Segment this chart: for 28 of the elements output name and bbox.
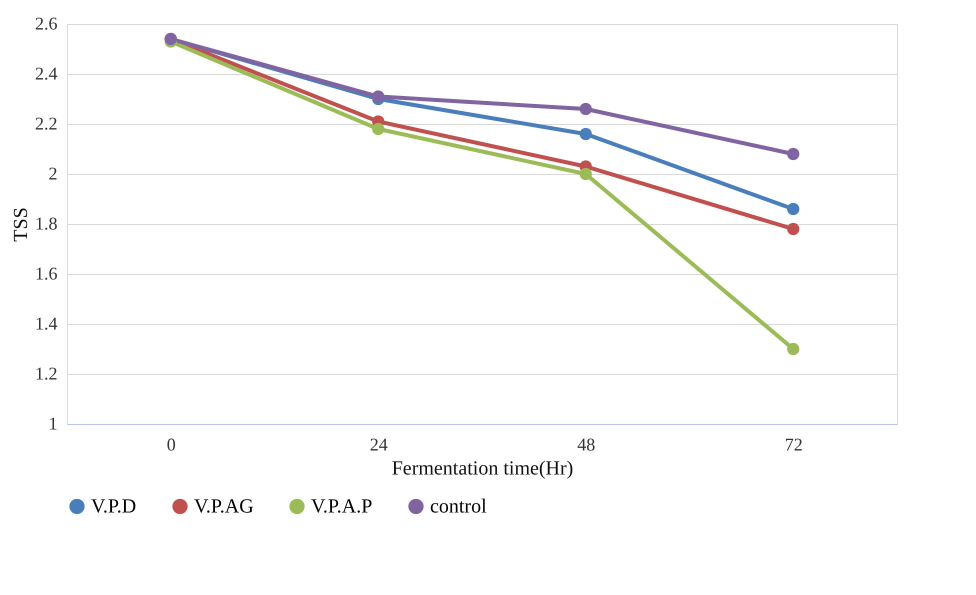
legend-label: V.P.D bbox=[91, 495, 136, 518]
x-tick-label: 24 bbox=[370, 434, 388, 454]
y-tick-label: 2.2 bbox=[35, 114, 58, 134]
legend-label: V.P.A.P bbox=[311, 495, 372, 518]
y-tick-label: 1.8 bbox=[35, 214, 58, 234]
point bbox=[372, 90, 384, 103]
y-tick-label: 1.6 bbox=[35, 264, 58, 284]
y-tick-label: 1.2 bbox=[35, 364, 58, 384]
y-tick-label: 2 bbox=[48, 164, 58, 184]
point bbox=[787, 222, 800, 236]
y-tick-label: 2.6 bbox=[35, 14, 58, 34]
legend-label: V.P.AG bbox=[194, 495, 254, 518]
point bbox=[372, 122, 384, 136]
point bbox=[580, 128, 592, 140]
y-tick-label: 1 bbox=[48, 414, 58, 434]
x-axis-title: Fermentation time(Hr) bbox=[392, 458, 574, 480]
y-axis-title: TSS bbox=[10, 207, 32, 242]
point bbox=[787, 202, 800, 216]
point bbox=[580, 102, 592, 116]
x-tick-label: 72 bbox=[784, 434, 803, 454]
y-tick-label: 1.4 bbox=[35, 314, 58, 334]
x-tick-label: 48 bbox=[577, 434, 596, 454]
x-tick-label: 0 bbox=[166, 434, 176, 454]
y-tick-label: 2.4 bbox=[35, 64, 58, 84]
legend-label: control bbox=[430, 495, 488, 518]
point bbox=[787, 148, 800, 160]
point bbox=[580, 168, 592, 180]
point bbox=[787, 342, 800, 356]
